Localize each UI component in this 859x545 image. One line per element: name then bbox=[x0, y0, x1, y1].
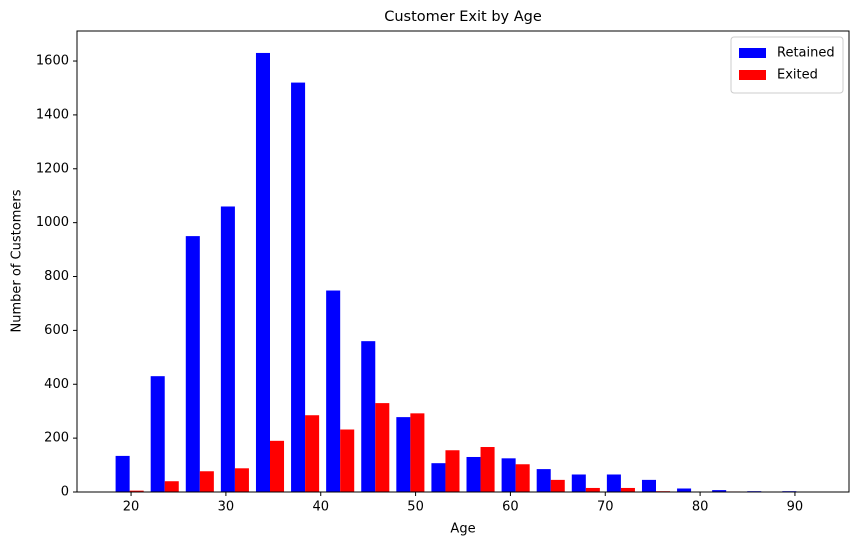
bar bbox=[220, 206, 235, 492]
y-axis-label: Number of Customers bbox=[10, 189, 25, 332]
bar bbox=[361, 341, 376, 492]
bar bbox=[480, 447, 495, 492]
bar bbox=[431, 463, 446, 492]
bar bbox=[164, 481, 179, 492]
bar bbox=[270, 440, 285, 492]
y-tick-label: 400 bbox=[44, 377, 69, 392]
x-tick-label: 30 bbox=[218, 500, 235, 515]
bar bbox=[620, 487, 635, 492]
bar bbox=[585, 487, 600, 492]
plot-frame bbox=[76, 30, 850, 493]
x-tick-label: 20 bbox=[123, 500, 140, 515]
bar bbox=[677, 488, 692, 492]
y-tick-label: 1600 bbox=[36, 54, 69, 69]
bar bbox=[550, 479, 565, 492]
bar bbox=[234, 468, 249, 492]
x-tick-label: 50 bbox=[407, 500, 424, 515]
bar bbox=[150, 376, 165, 492]
y-tick-label: 800 bbox=[44, 269, 69, 284]
bar bbox=[466, 456, 481, 492]
y-tick-label: 600 bbox=[44, 323, 69, 338]
bar bbox=[641, 479, 656, 492]
bar bbox=[305, 415, 320, 492]
bar bbox=[340, 429, 355, 492]
y-tick-label: 0 bbox=[61, 485, 69, 500]
bar bbox=[606, 474, 621, 492]
x-tick-label: 80 bbox=[692, 500, 709, 515]
legend-label: Retained bbox=[777, 46, 835, 61]
bar bbox=[536, 469, 551, 492]
bar bbox=[255, 52, 270, 492]
bar bbox=[712, 490, 727, 492]
bar bbox=[571, 474, 586, 492]
chart-title: Customer Exit by Age bbox=[384, 9, 542, 25]
y-tick-label: 1400 bbox=[36, 107, 69, 122]
legend-swatch bbox=[739, 70, 766, 80]
bar bbox=[445, 450, 460, 492]
bar bbox=[410, 413, 425, 492]
bar bbox=[185, 236, 200, 492]
bar bbox=[501, 458, 516, 492]
bar bbox=[396, 417, 411, 492]
x-tick-label: 70 bbox=[597, 500, 614, 515]
bar bbox=[115, 455, 130, 492]
y-tick-label: 1000 bbox=[36, 215, 69, 230]
bar bbox=[375, 403, 390, 492]
y-tick-label: 200 bbox=[44, 431, 69, 446]
x-tick-label: 60 bbox=[502, 500, 519, 515]
bar bbox=[291, 82, 306, 492]
x-tick-label: 40 bbox=[312, 500, 329, 515]
legend-swatch bbox=[739, 48, 766, 58]
x-tick-label: 90 bbox=[787, 500, 804, 515]
bar bbox=[199, 471, 214, 492]
bar bbox=[129, 490, 144, 492]
y-tick-label: 1200 bbox=[36, 161, 69, 176]
bar bbox=[326, 290, 341, 492]
legend-label: Exited bbox=[777, 68, 818, 83]
bar bbox=[515, 464, 530, 492]
x-axis-label: Age bbox=[450, 522, 475, 537]
